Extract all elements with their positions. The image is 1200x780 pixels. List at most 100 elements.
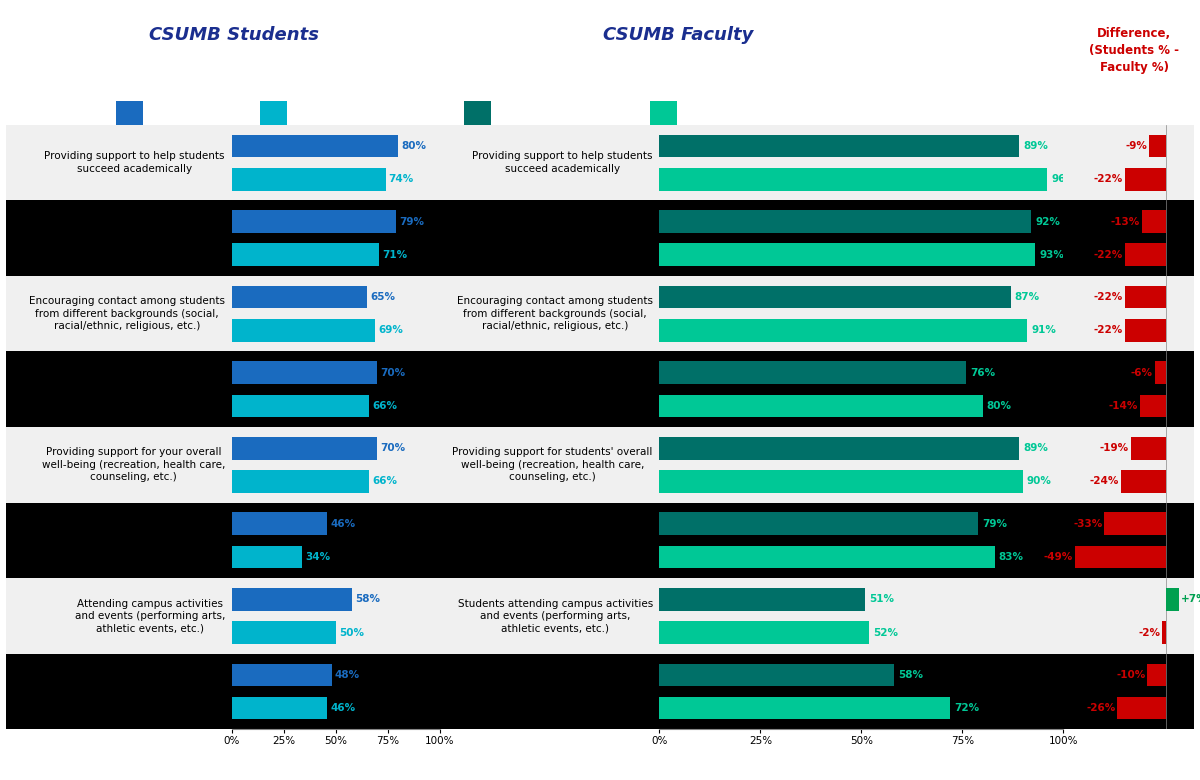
Text: -2%: -2% [1139, 628, 1160, 637]
Bar [660, 512, 978, 535]
Text: -9%: -9% [1126, 141, 1147, 151]
Text: 48%: 48% [335, 670, 360, 680]
Bar [1163, 621, 1166, 644]
Bar [232, 135, 398, 158]
Text: 89%: 89% [1022, 443, 1048, 453]
Text: 69%: 69% [378, 325, 403, 335]
Text: -13%: -13% [1111, 217, 1140, 226]
Text: 50%: 50% [338, 628, 364, 637]
Text: 65%: 65% [370, 292, 395, 302]
Bar [1150, 135, 1166, 158]
Text: 79%: 79% [983, 519, 1008, 529]
Text: -10%: -10% [1116, 670, 1146, 680]
Bar [660, 437, 1019, 459]
Text: -14%: -14% [1109, 401, 1138, 411]
Text: 87%: 87% [1015, 292, 1040, 302]
Bar [232, 621, 336, 644]
Bar [660, 135, 1019, 158]
Text: -22%: -22% [1094, 292, 1123, 302]
Bar [660, 395, 983, 417]
Text: 34%: 34% [306, 552, 331, 562]
Bar [1124, 168, 1166, 190]
Text: 66%: 66% [372, 477, 397, 487]
Text: 58%: 58% [898, 670, 923, 680]
Bar [1124, 243, 1166, 266]
Text: -19%: -19% [1099, 443, 1129, 453]
Bar [660, 168, 1048, 190]
Text: Providing support to help students
succeed academically: Providing support to help students succe… [44, 151, 224, 174]
Bar [660, 361, 966, 384]
Text: 46%: 46% [330, 703, 355, 713]
Text: 51%: 51% [870, 594, 894, 604]
Bar [232, 588, 353, 611]
Text: +7%: +7% [1181, 594, 1200, 604]
Text: Providing support for your overall
well-being (recreation, health care,
counseli: Providing support for your overall well-… [42, 448, 224, 482]
Bar [1121, 470, 1166, 493]
Bar [1147, 664, 1166, 686]
Bar [660, 697, 950, 719]
Bar [1117, 697, 1166, 719]
Text: -49%: -49% [1044, 552, 1073, 562]
Text: 52%: 52% [874, 628, 899, 637]
Text: 66%: 66% [372, 401, 397, 411]
Bar [232, 437, 377, 459]
Bar [660, 470, 1022, 493]
Text: -22%: -22% [1094, 325, 1123, 335]
Bar [232, 546, 302, 569]
Bar [1141, 210, 1166, 233]
Bar [232, 285, 367, 308]
Bar [660, 621, 870, 644]
Bar [232, 361, 377, 384]
Bar [232, 697, 328, 719]
Text: 96%: 96% [1051, 174, 1076, 184]
Bar [232, 395, 368, 417]
Text: 72%: 72% [954, 703, 979, 713]
Text: 76%: 76% [971, 367, 996, 378]
Bar [232, 512, 328, 535]
Text: 90%: 90% [1027, 477, 1052, 487]
Text: Encouraging contact among students
from different backgrounds (social,
racial/et: Encouraging contact among students from … [457, 296, 653, 331]
Bar [1130, 437, 1166, 459]
Text: 89%: 89% [1022, 141, 1048, 151]
Text: Providing support to help students
succeed academically: Providing support to help students succe… [473, 151, 653, 174]
Text: -22%: -22% [1094, 174, 1123, 184]
Bar [232, 470, 368, 493]
Text: Students attending campus activities
and events (performing arts,
athletic event: Students attending campus activities and… [457, 598, 653, 633]
Text: 58%: 58% [355, 594, 380, 604]
Bar [232, 168, 385, 190]
Text: -22%: -22% [1094, 250, 1123, 260]
Text: 74%: 74% [389, 174, 414, 184]
Bar [1124, 319, 1166, 342]
Bar [660, 285, 1010, 308]
Bar [660, 319, 1027, 342]
Text: CSUMB Students: CSUMB Students [149, 26, 319, 44]
Text: 70%: 70% [380, 443, 406, 453]
Bar [1074, 546, 1166, 569]
Text: -26%: -26% [1086, 703, 1116, 713]
Bar [660, 546, 995, 569]
Text: 80%: 80% [401, 141, 426, 151]
Bar [660, 664, 894, 686]
Text: Providing support for students' overall
well-being (recreation, health care,
cou: Providing support for students' overall … [452, 448, 653, 482]
Text: -24%: -24% [1090, 477, 1120, 487]
Bar [232, 664, 331, 686]
Text: 79%: 79% [400, 217, 424, 226]
Bar [660, 588, 865, 611]
Text: 93%: 93% [1039, 250, 1064, 260]
Text: 70%: 70% [380, 367, 406, 378]
Text: 80%: 80% [986, 401, 1012, 411]
Bar [1124, 285, 1166, 308]
Text: -6%: -6% [1130, 367, 1153, 378]
Text: Encouraging contact among students
from different backgrounds (social,
racial/et: Encouraging contact among students from … [29, 296, 224, 331]
Text: 92%: 92% [1036, 217, 1060, 226]
Bar [1140, 395, 1166, 417]
Bar [232, 210, 396, 233]
Text: -33%: -33% [1073, 519, 1103, 529]
Bar [1154, 361, 1166, 384]
Text: 83%: 83% [998, 552, 1024, 562]
Text: 71%: 71% [383, 250, 408, 260]
Bar [660, 243, 1036, 266]
Bar [1104, 512, 1166, 535]
Text: 46%: 46% [330, 519, 355, 529]
Text: Attending campus activities
and events (performing arts,
athletic events, etc.): Attending campus activities and events (… [74, 598, 224, 633]
